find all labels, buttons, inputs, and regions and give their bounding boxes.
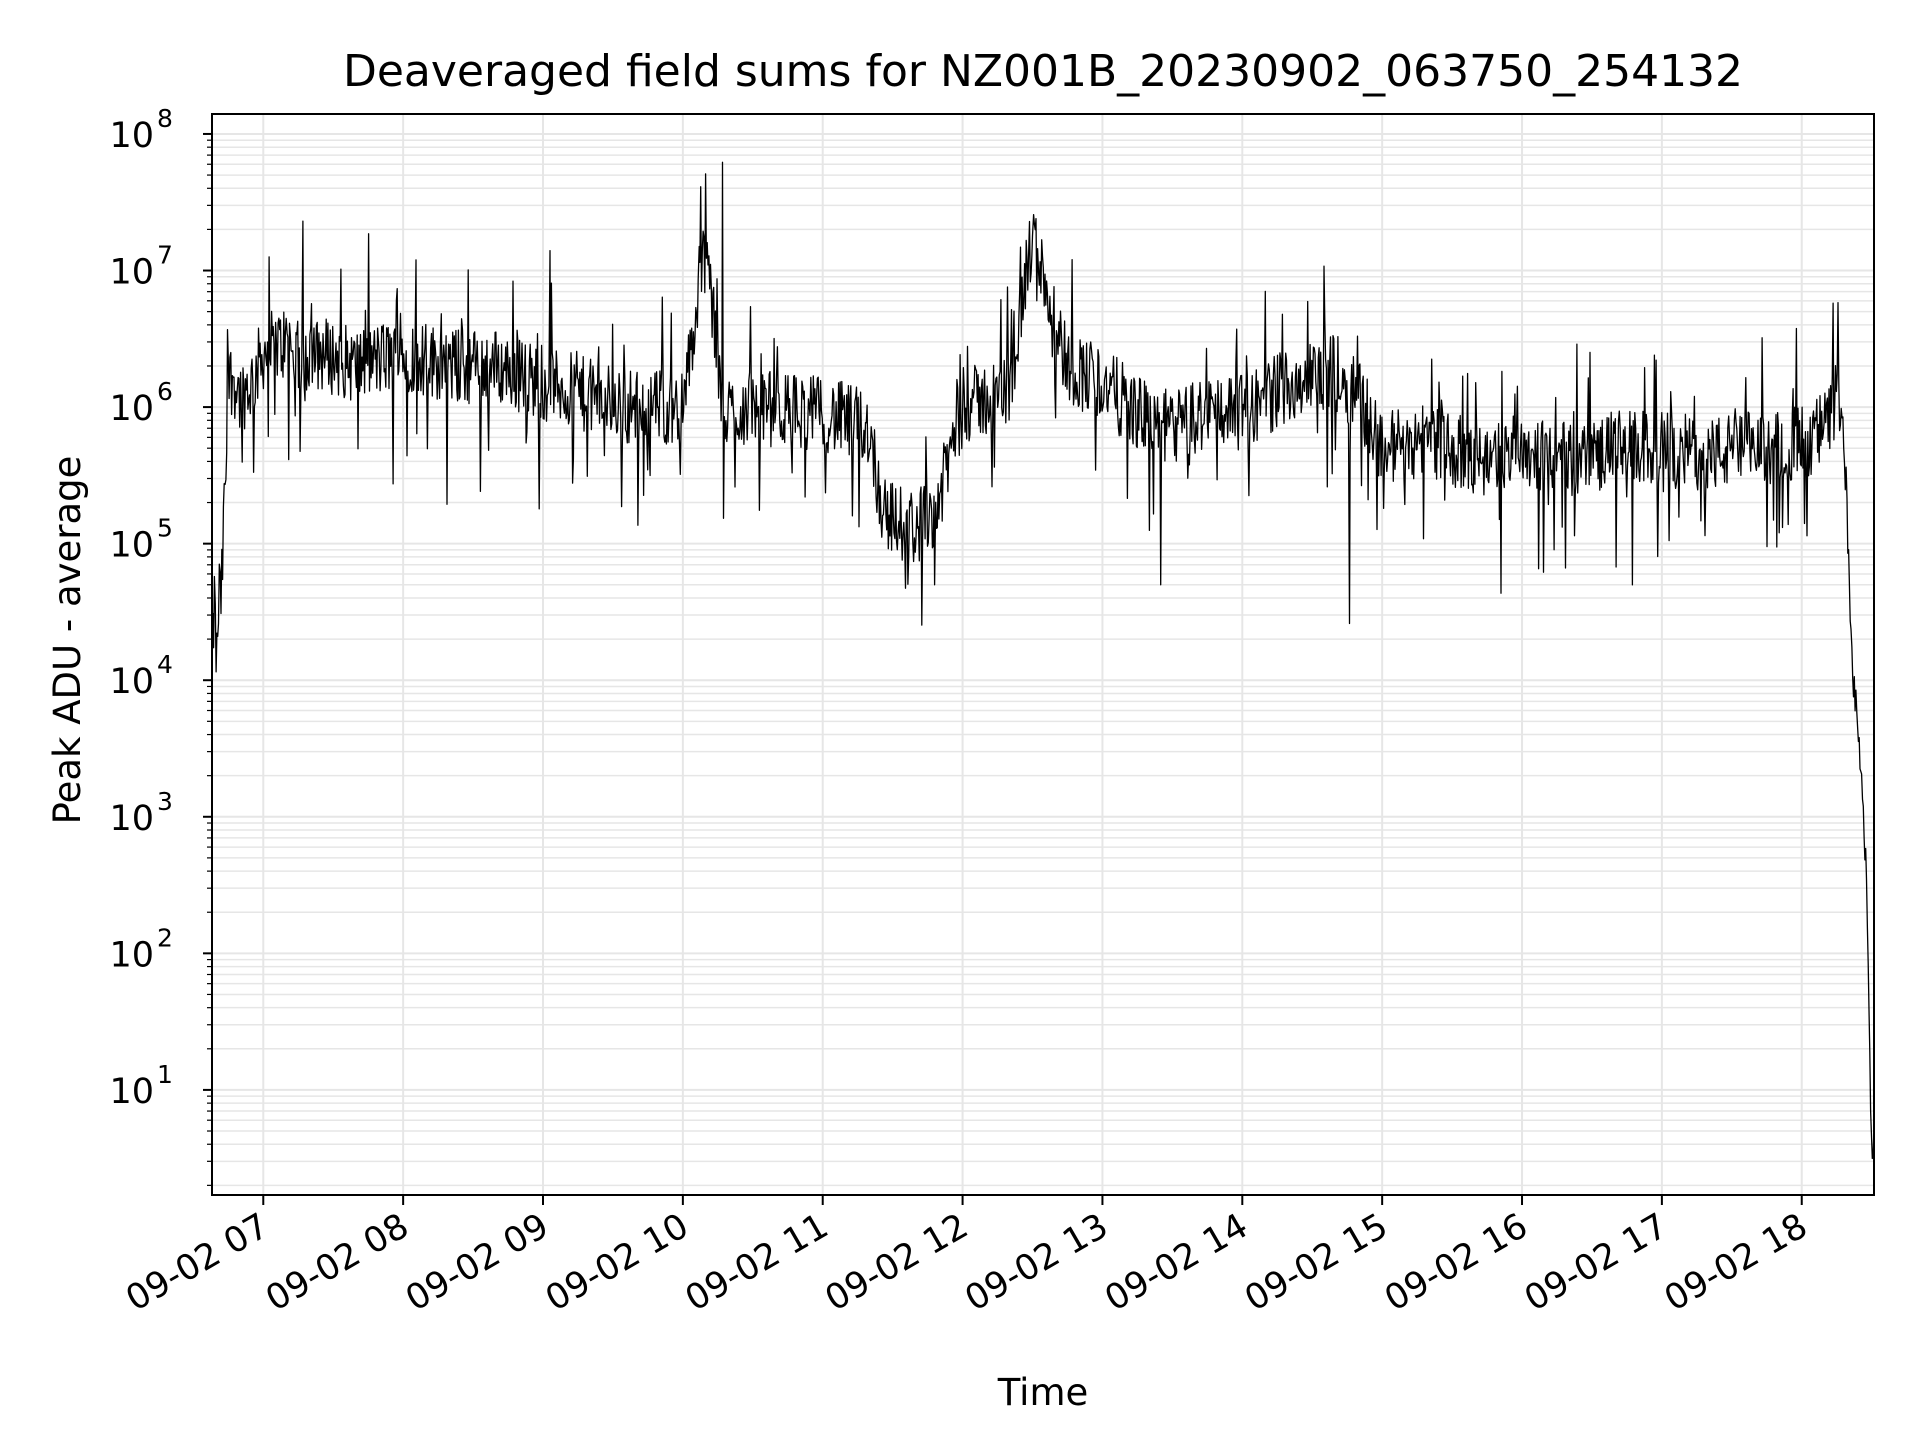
plot-frame: [211, 113, 1875, 1196]
y-tick-label: 10: [109, 935, 154, 975]
y-tick-label-exponent: 1: [157, 1060, 173, 1089]
chart-title: Deaveraged field sums for NZ001B_2023090…: [343, 46, 1743, 97]
y-tick-label-exponent: 6: [157, 377, 173, 406]
series-line: [211, 161, 1875, 1160]
data-series: [211, 161, 1875, 1160]
y-tick-label-exponent: 2: [157, 923, 173, 952]
grid-lines: [212, 114, 1874, 1195]
y-tick-label-exponent: 7: [157, 241, 173, 270]
y-tick-label-exponent: 8: [157, 104, 173, 133]
y-tick-label-exponent: 3: [157, 787, 173, 816]
y-tick-label: 10: [109, 1072, 154, 1112]
y-tick-label: 10: [109, 116, 154, 156]
y-axis-label: Peak ADU - average: [46, 456, 89, 825]
y-tick-label-exponent: 4: [157, 650, 173, 679]
y-tick-label: 10: [109, 389, 154, 429]
y-tick-label: 10: [109, 253, 154, 293]
y-tick-label: 10: [109, 799, 154, 839]
y-tick-label: 10: [109, 662, 154, 702]
y-tick-label: 10: [109, 526, 154, 566]
x-axis-label: Time: [997, 1371, 1089, 1414]
y-tick-label-exponent: 5: [157, 514, 173, 543]
